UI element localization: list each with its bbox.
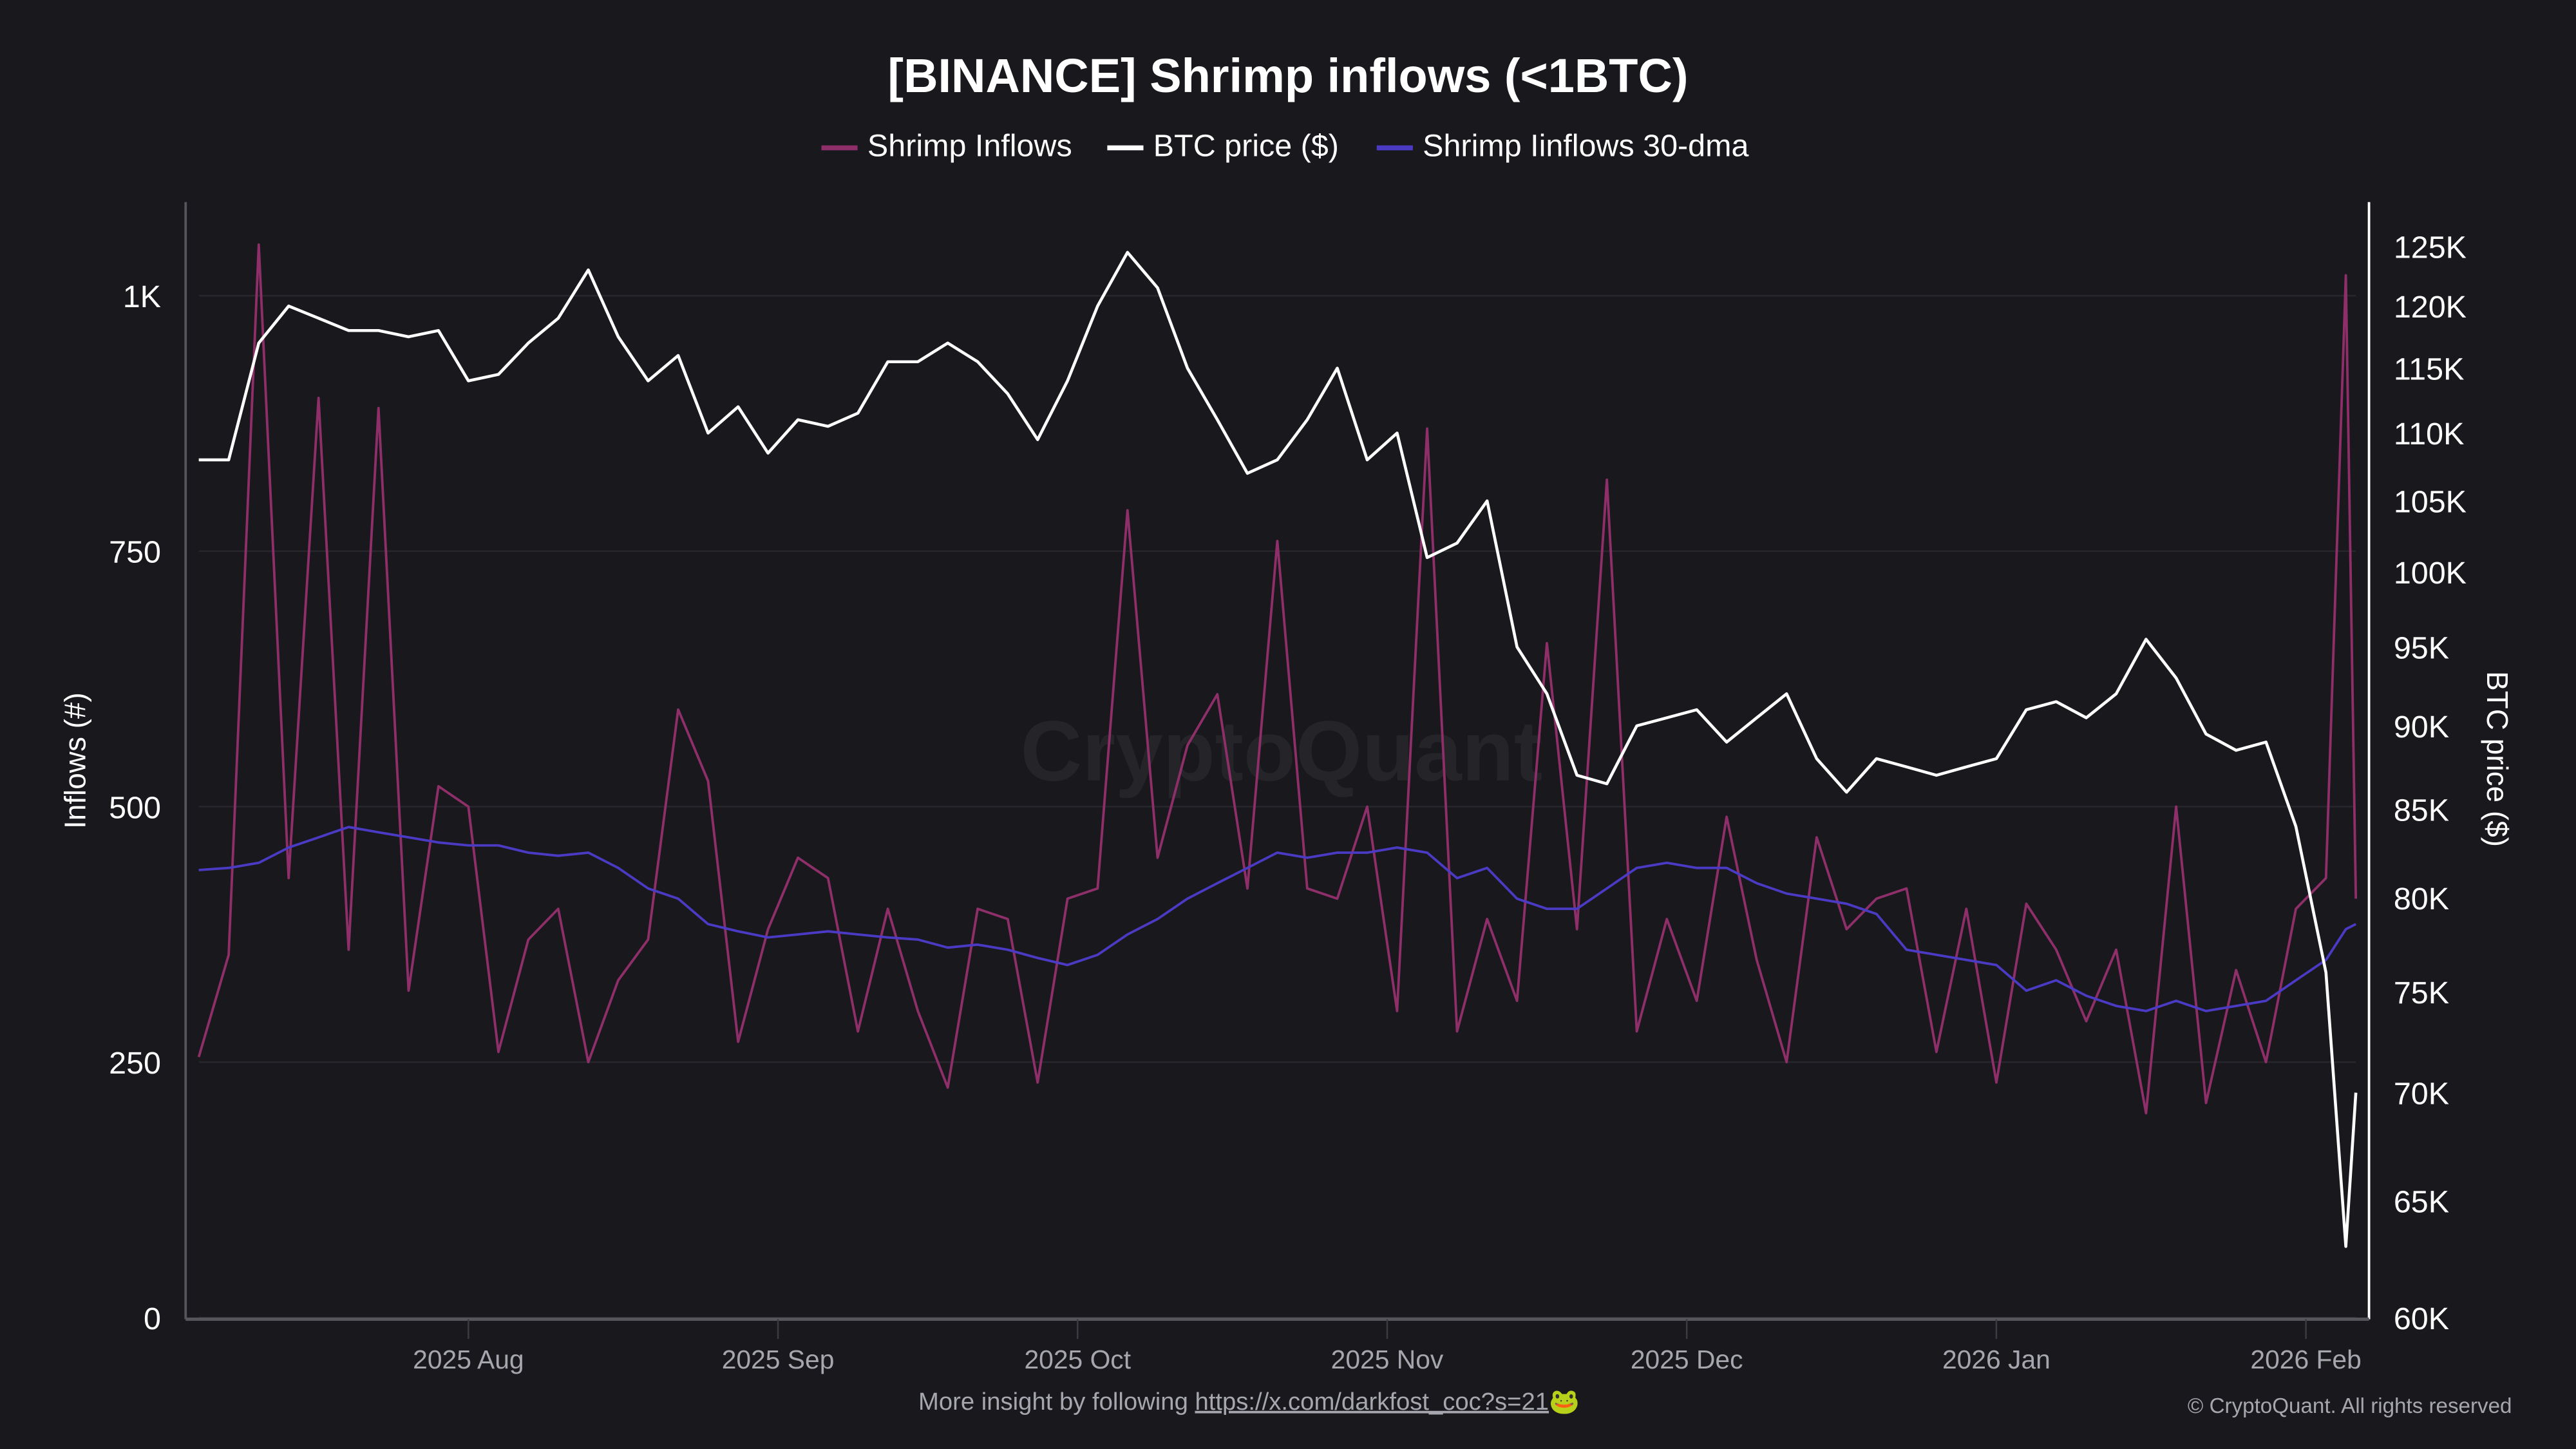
right-tick-label: 90K (2394, 710, 2449, 744)
legend-item-dma[interactable]: Shrimp Iinflows 30-dma (1376, 128, 1749, 163)
right-tick-label: 75K (2394, 976, 2449, 1010)
right-tick-label: 105K (2394, 485, 2467, 520)
x-tick-label: 2026 Jan (1942, 1345, 2050, 1374)
right-tick-label: 80K (2394, 882, 2449, 916)
x-tick-label: 2025 Oct (1024, 1345, 1131, 1374)
right-tick-label: 85K (2394, 793, 2449, 828)
x-tick-label: 2025 Dec (1631, 1345, 1743, 1374)
left-axis-title: Inflows (#) (59, 692, 92, 829)
legend-label-dma: Shrimp Iinflows 30-dma (1423, 128, 1748, 163)
x-tick-label: 2026 Feb (2250, 1345, 2361, 1374)
right-tick-label: 125K (2394, 231, 2467, 265)
copyright: © CryptoQuant. All rights reserved (2188, 1394, 2512, 1418)
left-tick-label: 0 (144, 1302, 161, 1336)
series-layer (197, 243, 2358, 1248)
footer-text: More insight by following https://x.com/… (918, 1388, 1580, 1416)
right-tick-label: 70K (2394, 1076, 2449, 1111)
right-tick-label: 95K (2394, 630, 2449, 665)
x-tick-label: 2025 Aug (413, 1345, 524, 1374)
legend-item-btc[interactable]: BTC price ($) (1107, 128, 1339, 163)
left-tick-label: 250 (109, 1046, 161, 1081)
x-tick-label: 2025 Nov (1331, 1345, 1444, 1374)
tick-labels: 0 250 500 750 1K 60K 65K 70K 75K 80K 85K 90K 95K 100K… (109, 231, 2467, 1374)
right-tick-label: 100K (2394, 556, 2467, 591)
btc-price-line (198, 251, 2358, 1248)
watermark: CryptoQuant (1021, 704, 1543, 799)
legend-label-inflows: Shrimp Inflows (867, 128, 1072, 163)
right-axis-title: BTC price ($) (2481, 671, 2514, 847)
x-tick-label: 2025 Sep (722, 1345, 835, 1374)
left-tick-label: 500 (109, 790, 161, 825)
right-tick-label: 65K (2394, 1184, 2449, 1219)
footer-link[interactable]: https://x.com/darkfost_coc?s=21 (1195, 1388, 1549, 1416)
axes (184, 202, 2371, 1321)
legend-item-inflows[interactable]: Shrimp Inflows (821, 128, 1072, 163)
legend: Shrimp Inflows BTC price ($) Shrimp Iinf… (821, 128, 1749, 163)
inflows-30dma-line (198, 826, 2357, 1012)
right-tick-label: 115K (2394, 352, 2465, 386)
inflows-line (197, 243, 2358, 1115)
left-tick-label: 750 (109, 535, 161, 570)
right-tick-label: 110K (2394, 417, 2465, 451)
right-tick-label: 120K (2394, 290, 2467, 325)
right-tick-label: 60K (2394, 1302, 2449, 1336)
footer-prefix: More insight by following (918, 1388, 1188, 1416)
chart-title: [BINANCE] Shrimp inflows (<1BTC) (887, 49, 1688, 102)
left-tick-label: 1K (123, 279, 161, 314)
frog-emoji-icon: 🐸 (1549, 1388, 1580, 1416)
legend-label-btc: BTC price ($) (1153, 128, 1339, 163)
